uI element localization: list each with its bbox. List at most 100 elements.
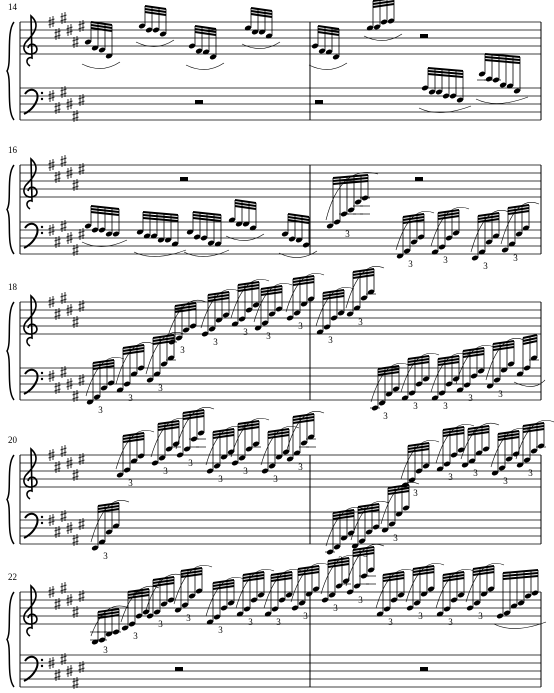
notehead bbox=[300, 440, 308, 446]
beam bbox=[122, 350, 145, 355]
notehead bbox=[435, 89, 443, 95]
slur bbox=[175, 407, 215, 450]
treble-clef bbox=[23, 447, 38, 500]
beam bbox=[92, 362, 115, 367]
notehead bbox=[456, 97, 464, 103]
slur bbox=[395, 211, 435, 251]
notehead bbox=[206, 468, 214, 474]
slur bbox=[183, 249, 230, 257]
beam bbox=[372, 3, 395, 8]
key-sharp bbox=[60, 220, 67, 232]
notehead bbox=[500, 367, 508, 373]
notehead bbox=[493, 377, 501, 383]
beam bbox=[437, 215, 460, 220]
beam bbox=[182, 412, 205, 417]
notehead bbox=[293, 310, 301, 316]
slur bbox=[241, 41, 281, 49]
beam bbox=[287, 216, 310, 221]
tuplet-number: 3 bbox=[418, 611, 423, 621]
notehead bbox=[275, 454, 283, 460]
notehead bbox=[137, 453, 145, 459]
tuplet-number: 3 bbox=[180, 345, 185, 355]
notehead bbox=[189, 323, 197, 329]
tuplet-number: 3 bbox=[498, 389, 503, 399]
beam bbox=[90, 21, 113, 26]
key-sharp bbox=[78, 20, 85, 32]
notehead bbox=[160, 361, 168, 367]
notehead bbox=[380, 19, 388, 25]
notehead bbox=[112, 523, 120, 529]
notehead bbox=[235, 221, 243, 227]
beam bbox=[242, 577, 265, 582]
notehead bbox=[153, 609, 161, 615]
slur bbox=[493, 621, 547, 629]
notehead bbox=[330, 315, 338, 321]
beam bbox=[497, 433, 520, 438]
notehead bbox=[293, 450, 301, 456]
tuplet-number: 3 bbox=[468, 393, 473, 403]
notehead bbox=[372, 524, 380, 530]
beam bbox=[237, 420, 260, 425]
notehead bbox=[410, 239, 418, 245]
notehead bbox=[202, 49, 210, 55]
bass-clef bbox=[23, 368, 39, 395]
notehead bbox=[415, 381, 423, 387]
beam bbox=[297, 571, 320, 576]
beam bbox=[492, 343, 515, 348]
notehead bbox=[195, 588, 203, 594]
slur bbox=[500, 202, 540, 245]
notehead bbox=[186, 229, 194, 235]
beam bbox=[297, 565, 320, 570]
key-sharp bbox=[54, 526, 61, 538]
beam bbox=[402, 219, 425, 224]
tuplet-number: 3 bbox=[133, 631, 138, 641]
notehead bbox=[300, 301, 308, 307]
key-sharp bbox=[66, 378, 73, 390]
beam bbox=[297, 568, 320, 573]
key-sharp bbox=[48, 16, 55, 28]
beam bbox=[332, 509, 355, 514]
key-sharp bbox=[72, 36, 79, 48]
notehead bbox=[261, 468, 269, 474]
beam bbox=[157, 420, 180, 425]
key-sharp bbox=[72, 534, 79, 546]
beam bbox=[407, 361, 430, 366]
notehead bbox=[112, 231, 120, 237]
tuplet-number: 3 bbox=[218, 625, 223, 635]
key-sharp bbox=[54, 598, 61, 610]
notehead bbox=[242, 221, 250, 227]
rest bbox=[180, 177, 188, 181]
notehead bbox=[506, 83, 514, 89]
key-sharp bbox=[66, 665, 73, 677]
beam bbox=[237, 423, 260, 428]
notehead bbox=[333, 219, 341, 225]
notehead bbox=[438, 244, 446, 250]
beam bbox=[522, 334, 538, 339]
beam bbox=[267, 431, 290, 436]
beam bbox=[292, 416, 315, 421]
notehead bbox=[524, 593, 532, 599]
notehead bbox=[347, 207, 355, 213]
beam bbox=[270, 571, 293, 576]
beam bbox=[207, 294, 230, 299]
beam bbox=[522, 340, 538, 345]
beam bbox=[507, 210, 530, 215]
tuplet-number: 3 bbox=[388, 617, 393, 627]
notehead bbox=[264, 611, 272, 617]
key-sharp bbox=[54, 102, 61, 114]
tuplet-number: 3 bbox=[408, 259, 413, 269]
beam bbox=[382, 577, 405, 582]
beam bbox=[442, 429, 465, 434]
beam bbox=[152, 579, 175, 584]
beam bbox=[437, 212, 460, 217]
notehead bbox=[392, 386, 400, 392]
slur bbox=[85, 357, 125, 397]
key-sharp bbox=[60, 445, 67, 457]
beam bbox=[382, 571, 405, 576]
notehead bbox=[403, 248, 411, 254]
notehead bbox=[431, 249, 439, 255]
clef-dot bbox=[40, 91, 44, 95]
beam bbox=[212, 428, 235, 433]
notehead bbox=[213, 614, 221, 620]
notehead bbox=[486, 383, 494, 389]
